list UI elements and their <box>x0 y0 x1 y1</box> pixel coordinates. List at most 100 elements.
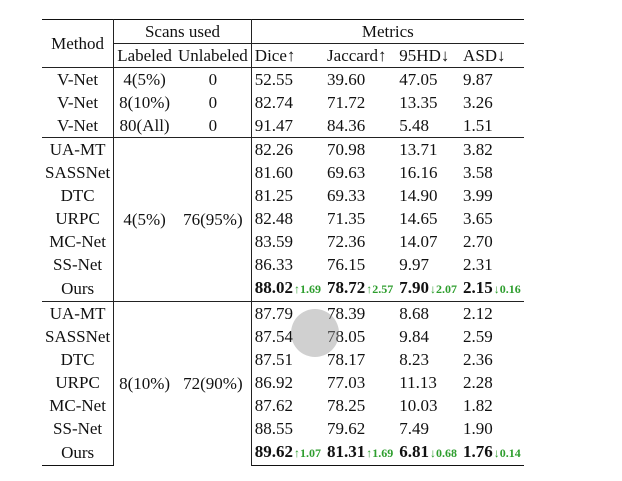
ours-hd95-value: 7.90 <box>399 278 430 297</box>
dice-cell: 87.79 <box>251 301 325 325</box>
method-cell: SASSNet <box>42 325 115 348</box>
asd-cell: 3.26 <box>463 93 493 112</box>
hd95-cell: 8.68 <box>396 301 461 325</box>
asd-cell: 1.51 <box>463 116 493 135</box>
dice-cell: 87.51 <box>254 350 294 369</box>
ours-asd-value: 1.76 <box>463 442 493 461</box>
ours-hd95-delta: ↓0.68 <box>430 446 458 460</box>
table-row: MC-Net 83.59 72.36 14.07 2.70 <box>42 230 524 253</box>
method-cell: SASSNet <box>42 161 115 184</box>
asd-cell: 2.31 <box>463 255 493 274</box>
dice-cell: 87.54 <box>254 327 294 346</box>
jaccard-cell: 78.05 <box>327 327 366 346</box>
table-row: URPC 86.92 77.03 11.13 2.28 <box>42 371 524 394</box>
jaccard-cell: 71.72 <box>327 93 366 112</box>
method-cell: URPC <box>42 371 115 394</box>
asd-header: ASD↓ <box>463 46 506 65</box>
labeled-header: Labeled <box>117 46 172 65</box>
asd-cell: 2.15↓0.16 <box>460 276 524 302</box>
dice-cell: 82.74 <box>254 93 294 112</box>
unlabeled-header: Unlabeled <box>174 43 252 68</box>
jaccard-header: Jaccard↑ <box>327 46 387 65</box>
method-cell: SS-Net <box>42 253 115 276</box>
asd-cell: 1.76↓0.14 <box>460 440 524 466</box>
ours-asd-value: 2.15 <box>463 278 493 297</box>
dice-cell: 82.48 <box>254 209 294 228</box>
asd-cell: 2.12 <box>460 301 524 325</box>
asd-cell: 2.28 <box>463 373 493 392</box>
dice-cell: 86.33 <box>254 255 294 274</box>
ours-row: Ours 89.62↑1.07 81.31↑1.69 6.81↓0.68 1.76↓0.… <box>42 440 524 466</box>
dice-cell: 86.92 <box>254 373 294 392</box>
hd95-cell: 10.03 <box>399 396 438 415</box>
jaccard-cell: 70.98 <box>324 137 397 161</box>
ours-jaccard-delta: ↑2.57 <box>366 282 394 296</box>
header-row-1: Method Scans used Metrics <box>42 19 524 68</box>
jaccard-cell: 76.15 <box>327 255 366 274</box>
method-cell: V-Net <box>42 114 115 138</box>
unlabeled-cell: 72(90%) <box>174 301 252 466</box>
asd-cell: 3.65 <box>463 209 493 228</box>
unlabeled-cell: 0 <box>174 114 252 138</box>
method-cell: DTC <box>42 348 115 371</box>
asd-cell: 1.82 <box>463 396 493 415</box>
method-cell: MC-Net <box>42 394 115 417</box>
ours-dice-delta: ↑1.69 <box>294 282 322 296</box>
ours-dice-delta: ↑1.07 <box>294 446 322 460</box>
ours-hd95-value: 6.81 <box>399 442 430 461</box>
labeled-cell: 4(5%) <box>113 137 175 302</box>
hd95-cell: 8.23 <box>399 350 430 369</box>
table-row: URPC 82.48 71.35 14.65 3.65 <box>42 207 524 230</box>
ours-jaccard-delta: ↑1.69 <box>366 446 394 460</box>
method-cell: UA-MT <box>42 301 115 325</box>
hd95-cell: 6.81↓0.68 <box>396 440 461 466</box>
ours-asd-delta: ↓0.14 <box>493 446 521 460</box>
ours-dice-value: 89.62 <box>254 442 294 461</box>
asd-cell: 9.87 <box>460 67 524 91</box>
results-table: Method Scans used Metrics Labeled Unlabe… <box>42 19 524 466</box>
labeled-cell: 8(10%) <box>113 301 175 466</box>
dice-cell: 88.55 <box>254 419 294 438</box>
scans-used-header: Scans used <box>113 19 252 44</box>
dice-cell: 88.02↑1.69 <box>251 276 324 302</box>
dice-cell: 82.26 <box>251 137 325 161</box>
hd95-cell: 7.90↓2.07 <box>396 276 460 302</box>
hd95-cell: 9.97 <box>399 255 430 274</box>
table-row: MC-Net 87.62 78.25 10.03 1.82 <box>42 394 524 417</box>
ours-jaccard-value: 81.31 <box>327 442 366 461</box>
jaccard-cell: 78.72↑2.57 <box>324 276 396 302</box>
results-table-body: Method Scans used Metrics Labeled Unlabe… <box>42 19 524 466</box>
labeled-cell: 8(10%) <box>119 93 171 112</box>
dice-cell: 89.62↑1.07 <box>251 440 325 466</box>
dice-cell: 81.25 <box>254 186 294 205</box>
hd95-cell: 5.48 <box>399 116 430 135</box>
table-row: SS-Net 86.33 76.15 9.97 2.31 <box>42 253 524 276</box>
asd-cell: 2.36 <box>463 350 493 369</box>
method-cell: MC-Net <box>42 230 115 253</box>
metrics-header: Metrics <box>251 19 524 44</box>
ours-dice-value: 88.02 <box>254 278 294 297</box>
table-row: SASSNet 87.54 78.05 9.84 2.59 <box>42 325 524 348</box>
jaccard-cell: 72.36 <box>327 232 366 251</box>
jaccard-cell: 78.25 <box>327 396 366 415</box>
table-row: DTC 81.25 69.33 14.90 3.99 <box>42 184 524 207</box>
unlabeled-cell: 0 <box>174 67 252 91</box>
table-row: SASSNet 81.60 69.63 16.16 3.58 <box>42 161 524 184</box>
asd-cell: 2.59 <box>463 327 493 346</box>
table-row: UA-MT 4(5%) 76(95%) 82.26 70.98 13.71 3.82 <box>42 137 524 302</box>
dice-cell: 83.59 <box>254 232 294 251</box>
hd95-cell: 14.90 <box>399 186 438 205</box>
hd95-cell: 7.49 <box>399 419 430 438</box>
asd-cell: 3.82 <box>460 137 524 161</box>
unlabeled-cell: 0 <box>174 91 252 114</box>
asd-cell: 3.58 <box>463 163 493 182</box>
hd95-cell: 47.05 <box>396 67 461 91</box>
ours-jaccard-value: 78.72 <box>327 278 366 297</box>
method-cell: V-Net <box>42 67 115 91</box>
hd95-header: 95HD↓ <box>399 46 450 65</box>
method-cell: URPC <box>42 207 115 230</box>
dice-cell: 81.60 <box>254 163 294 182</box>
jaccard-cell: 81.31↑1.69 <box>324 440 397 466</box>
dice-cell: 52.55 <box>251 67 325 91</box>
hd95-cell: 14.65 <box>399 209 438 228</box>
